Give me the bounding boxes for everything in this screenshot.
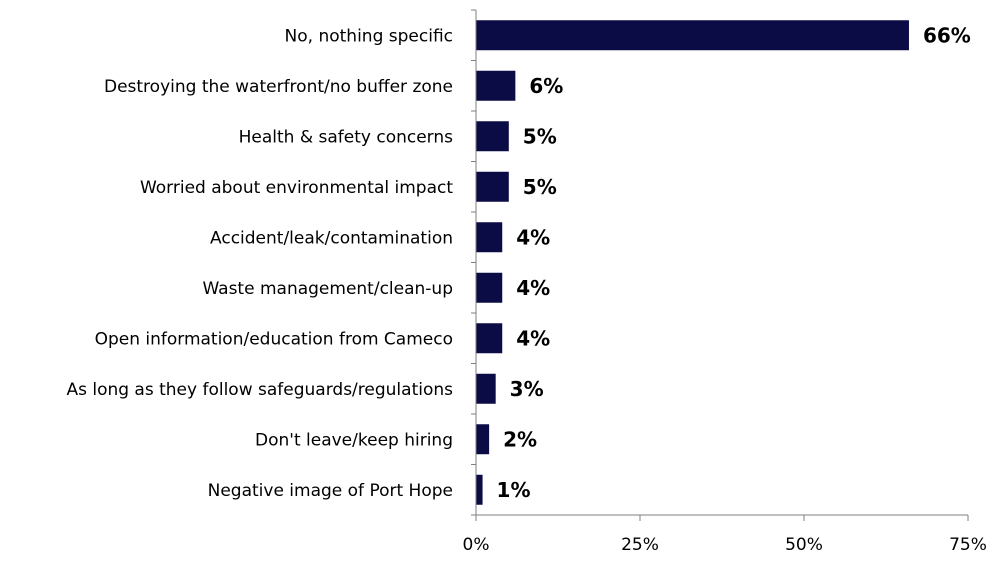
data-label: 2% [503, 427, 537, 451]
bar [476, 323, 503, 354]
data-label: 4% [516, 276, 550, 300]
bar [476, 474, 483, 505]
bar [476, 222, 503, 253]
x-tick-label: 0% [463, 535, 490, 555]
category-label: Accident/leak/contamination [210, 228, 453, 248]
bar [476, 424, 490, 455]
bar [476, 171, 509, 202]
bars-group [476, 20, 909, 505]
category-label: Negative image of Port Hope [208, 481, 453, 501]
bar [476, 373, 496, 404]
axes: 0% 25% 50% 75% [463, 9, 987, 555]
data-label: 6% [529, 74, 563, 98]
category-label: Health & safety concerns [239, 127, 454, 147]
category-label: Worried about environmental impact [140, 178, 453, 198]
x-tick-label: 50% [785, 535, 823, 555]
category-label: No, nothing specific [285, 26, 453, 46]
bar [476, 20, 909, 51]
data-label: 5% [523, 175, 557, 199]
bar [476, 121, 509, 152]
data-label: 5% [523, 124, 557, 148]
category-label: Don't leave/keep hiring [255, 430, 453, 450]
bar [476, 70, 516, 101]
data-label: 4% [516, 326, 550, 350]
data-labels: 66% 6% 5% 5% 4% 4% 4% 3% 2% 1% [497, 23, 971, 502]
bar [476, 272, 503, 303]
x-tick-label: 25% [621, 535, 659, 555]
category-label: Waste management/clean-up [202, 279, 453, 299]
category-labels: No, nothing specific Destroying the water… [66, 26, 453, 501]
category-label: As long as they follow safeguards/regula… [66, 380, 453, 400]
category-label: Destroying the waterfront/no buffer zone [104, 77, 453, 97]
x-tick-label: 75% [949, 535, 987, 555]
data-label: 4% [516, 225, 550, 249]
data-label: 1% [497, 478, 531, 502]
data-label: 66% [923, 23, 971, 47]
category-label: Open information/education from Cameco [95, 329, 453, 349]
data-label: 3% [510, 377, 544, 401]
